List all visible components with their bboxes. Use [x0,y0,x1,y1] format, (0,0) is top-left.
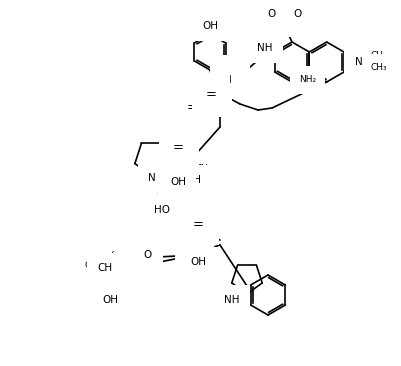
Text: =: = [186,101,197,115]
Text: N: N [121,253,129,263]
Text: HO: HO [219,65,235,75]
Text: =: = [192,219,203,232]
Text: OH: OH [190,257,205,267]
Text: N: N [181,147,188,157]
Text: O: O [267,9,275,19]
Text: S: S [281,17,288,27]
Text: CH: CH [97,263,112,273]
Text: =: = [112,246,123,259]
Text: O: O [293,9,302,19]
Text: O: O [95,287,103,297]
Text: NH: NH [257,43,272,53]
Text: OH: OH [201,21,217,31]
Text: C: C [106,283,113,293]
Text: N: N [200,225,209,235]
Text: =: = [127,249,138,261]
Text: C: C [181,167,188,177]
Text: C: C [196,245,203,255]
Text: O: O [144,250,152,260]
Text: CH₃: CH₃ [196,164,212,173]
Text: OH: OH [170,177,186,187]
Text: HO: HO [146,213,162,223]
Text: NH: NH [224,295,239,305]
Text: C: C [111,270,118,280]
Text: O: O [185,250,194,260]
Text: C: C [168,176,175,186]
Text: N: N [148,173,156,183]
Text: N: N [354,57,362,67]
Text: N: N [224,75,231,85]
Text: CH₃: CH₃ [370,52,386,60]
Text: O: O [170,171,179,181]
Text: CH₃: CH₃ [84,261,101,269]
Text: N: N [196,108,203,118]
Text: HO: HO [154,205,170,215]
Text: O: O [170,168,179,178]
Text: C: C [164,215,171,225]
Text: =: = [205,89,216,101]
Text: C: C [206,97,213,107]
Text: O: O [205,87,214,97]
Text: NH₂: NH₂ [298,75,315,85]
Text: OH: OH [102,295,118,305]
Text: OH: OH [184,175,200,185]
Text: C: C [232,73,239,83]
Text: CH₃: CH₃ [370,63,386,72]
Text: CH₃: CH₃ [111,251,127,261]
Text: N: N [214,95,221,105]
Text: C: C [136,255,143,265]
Text: =: = [172,142,183,154]
